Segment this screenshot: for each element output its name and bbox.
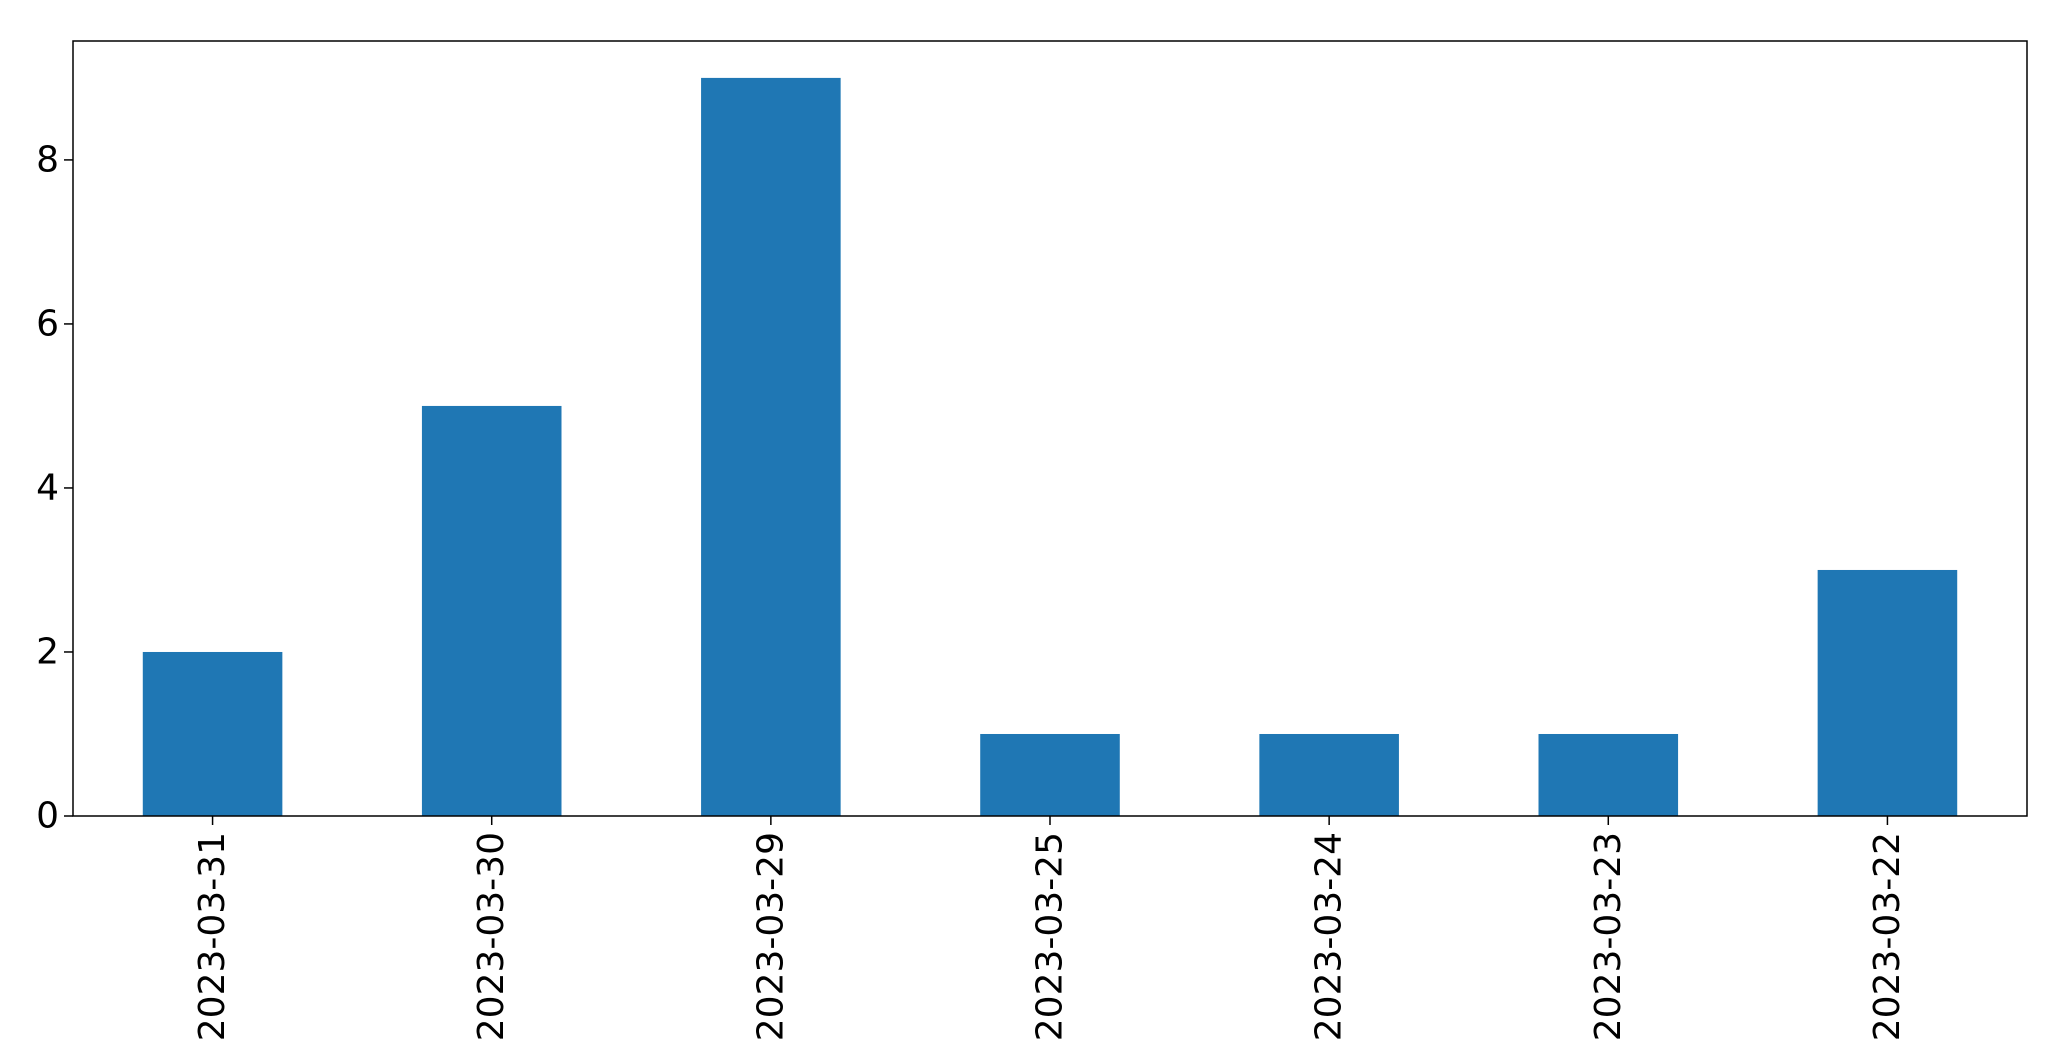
plot-frame (72, 40, 2028, 817)
y-axis: 0 2 4 6 8 (36, 139, 73, 837)
x-tick-label: 2023-03-22 (1867, 832, 1908, 1041)
bar-2023-03-22 (1817, 569, 1958, 816)
bar-2023-03-30 (421, 405, 562, 816)
x-tick-label: 2023-03-30 (471, 832, 512, 1041)
bars-layer (142, 77, 1958, 816)
bar-2023-03-31 (142, 651, 283, 816)
bar-2023-03-29 (701, 77, 841, 816)
x-tick-label: 2023-03-25 (1030, 832, 1071, 1041)
bar-2023-03-25 (980, 733, 1120, 816)
x-tick-label: 2023-03-24 (1309, 832, 1350, 1041)
y-tick-label: 4 (36, 467, 59, 508)
y-tick-label: 6 (36, 303, 59, 344)
x-tick-label: 2023-03-31 (192, 832, 233, 1041)
bar-2023-03-23 (1538, 733, 1679, 816)
x-axis: 2023-03-31 2023-03-30 2023-03-29 2023-03-25… (192, 816, 1908, 1041)
y-tick-label: 2 (36, 631, 59, 672)
y-tick-label: 8 (36, 139, 59, 180)
x-tick-label: 2023-03-29 (750, 832, 791, 1041)
x-tick-label: 2023-03-23 (1588, 832, 1629, 1041)
bar-2023-03-24 (1259, 733, 1399, 816)
y-tick-label: 0 (36, 796, 59, 837)
